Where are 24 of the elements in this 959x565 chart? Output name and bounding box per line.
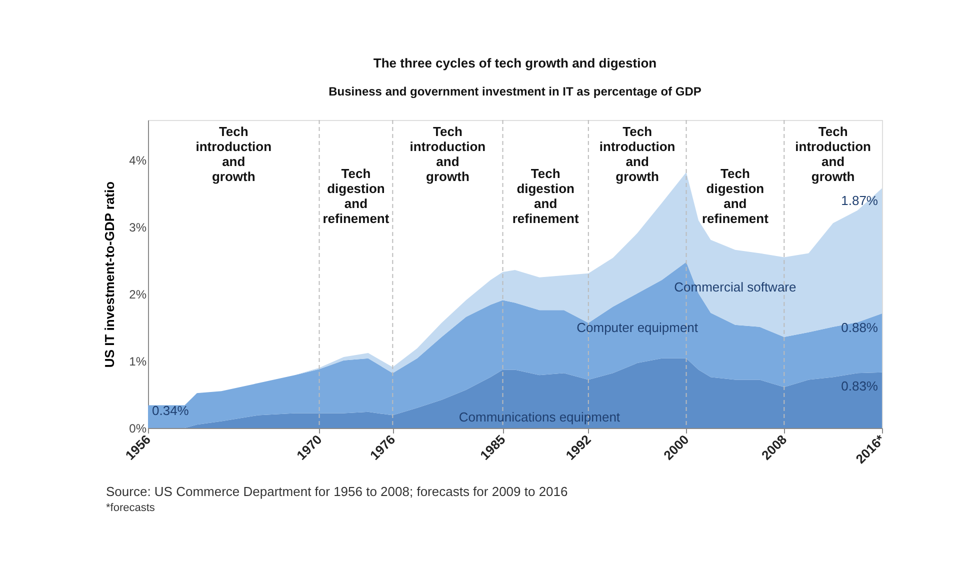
chart-subtitle: Business and government investment in IT as percentage of GDP bbox=[328, 84, 702, 98]
text: *forecasts bbox=[106, 502, 156, 514]
annotation: Tech introduction and growth bbox=[599, 124, 676, 184]
y-tick-label: 3% bbox=[129, 220, 147, 235]
series-label: Commercial software bbox=[674, 279, 796, 294]
y-axis-title: US IT investment-to-GDP ratio bbox=[102, 181, 118, 368]
data-label: 0.88% bbox=[841, 320, 878, 336]
annotation: Tech introduction and growth bbox=[410, 124, 486, 184]
series-label: Communications equipment bbox=[458, 409, 620, 424]
y-tick-label: 1% bbox=[129, 354, 147, 369]
data-label: 1.87% bbox=[841, 192, 878, 208]
source-note: Source: US Commerce Department for 1956 to 2008; forecasts for 2009 to 2016 bbox=[106, 484, 568, 499]
series-label: Computer equipment bbox=[576, 320, 698, 336]
y-tick-label: 0% bbox=[129, 422, 147, 436]
annotation: Tech introduction and growth bbox=[196, 124, 272, 184]
data-label: 0.83% bbox=[841, 378, 878, 394]
data-label: 0.34% bbox=[152, 402, 190, 418]
annotation: Tech digestion and refinement bbox=[512, 166, 580, 226]
annotation: Tech digestion and refinement bbox=[322, 166, 390, 226]
annotation: Tech digestion and refinement bbox=[702, 166, 770, 226]
chart-title: The three cycles of tech growth and digestion bbox=[373, 56, 657, 70]
annotation: Tech introduction and growth bbox=[795, 124, 872, 184]
y-tick-label: 2% bbox=[129, 288, 147, 302]
y-tick-label: 4% bbox=[129, 154, 147, 168]
